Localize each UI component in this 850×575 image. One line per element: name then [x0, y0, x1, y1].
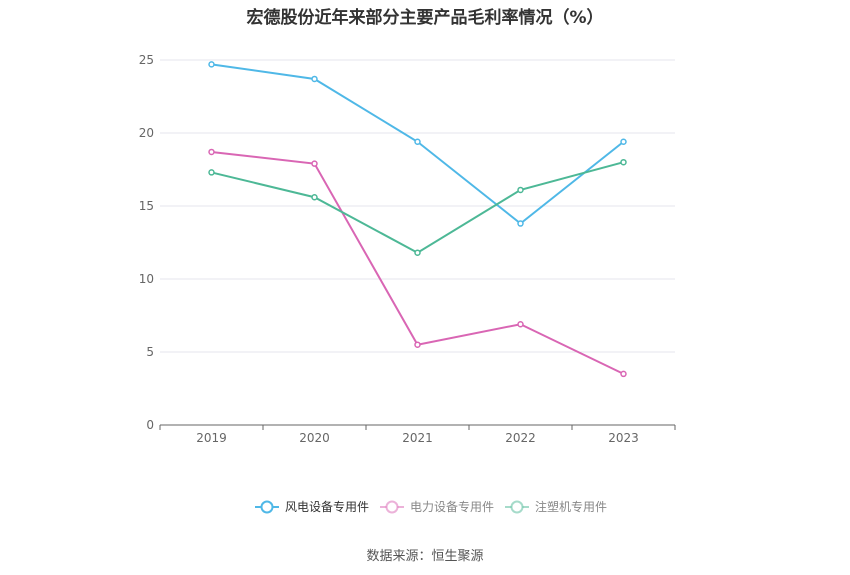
data-source: 数据来源：恒生聚源 [366, 549, 484, 564]
data-point [311, 193, 318, 201]
data-point [208, 148, 215, 156]
data-point [208, 61, 215, 68]
legend-marker [510, 500, 524, 514]
series-line [211, 150, 624, 375]
y-tick-label: 20 [139, 126, 154, 140]
legend-marker [385, 500, 399, 514]
x-tick-label: 2021 [402, 431, 433, 445]
x-tick-label: 2022 [505, 431, 536, 445]
data-point [620, 370, 627, 378]
data-point [414, 341, 421, 348]
y-tick-label: 5 [146, 345, 154, 359]
data-point [517, 321, 524, 328]
y-tick-label: 25 [139, 53, 154, 67]
data-point [620, 138, 627, 146]
x-tick-label: 2020 [299, 431, 330, 445]
legend-label: 注塑机专用件 [535, 499, 607, 514]
data-point [414, 249, 421, 256]
data-point [517, 220, 524, 227]
x-tick-label: 2023 [608, 431, 639, 445]
y-tick-label: 0 [146, 418, 154, 432]
y-tick-label: 10 [139, 272, 154, 286]
data-point [517, 186, 524, 194]
data-point [311, 160, 318, 167]
legend-label: 风电设备专用件 [285, 499, 369, 514]
x-tick-label: 2019 [196, 431, 227, 445]
legend-marker [260, 500, 274, 514]
data-point [414, 138, 421, 146]
data-point [208, 169, 215, 176]
y-tick-label: 15 [139, 199, 154, 213]
data-point [311, 75, 318, 83]
data-point [620, 158, 627, 166]
series-line [211, 161, 624, 254]
legend-label: 电力设备专用件 [410, 499, 494, 514]
chart-title: 宏德股份近年来部分主要产品毛利率情况（%） [246, 8, 604, 28]
